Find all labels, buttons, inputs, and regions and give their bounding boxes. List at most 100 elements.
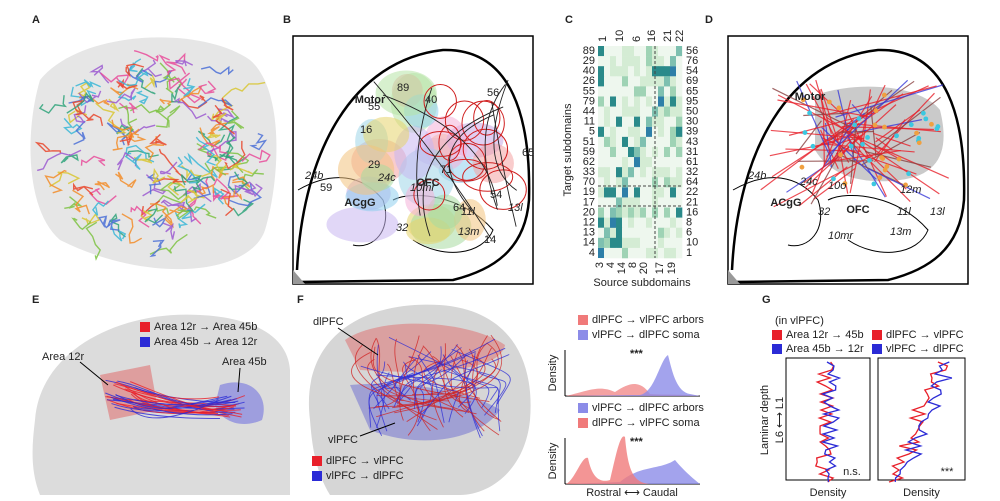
axon — [115, 394, 219, 405]
heat-cell — [604, 237, 611, 249]
neuron-trace — [167, 174, 186, 196]
soma — [826, 99, 832, 105]
neuron-trace — [85, 221, 102, 261]
legend-swatch — [312, 471, 322, 481]
heat-cell — [610, 167, 617, 178]
density-area — [566, 460, 700, 484]
area-label: 13m — [890, 226, 911, 238]
area-label: 10mr — [410, 182, 436, 194]
heat-cell — [664, 177, 671, 188]
tick-label: 22 — [674, 30, 686, 42]
neuron-trace — [198, 142, 228, 154]
neuron-trace — [38, 95, 68, 114]
axon — [370, 361, 386, 405]
heat-cell — [628, 96, 635, 107]
tick-label: 39 — [686, 126, 698, 138]
heat-cell — [616, 237, 623, 249]
panel-letter: A — [32, 14, 40, 26]
heat-cell — [646, 217, 653, 229]
axon — [421, 354, 510, 415]
neuron-trace — [144, 208, 164, 224]
neuron-trace — [142, 59, 162, 78]
heat-cell — [598, 46, 605, 57]
heat-cell — [658, 207, 665, 218]
heat-cell — [628, 116, 635, 128]
heat-cell — [610, 146, 617, 158]
soma — [856, 116, 862, 121]
panel-letter: B — [283, 14, 291, 26]
heat-cell — [664, 126, 671, 138]
axon — [367, 358, 438, 430]
tick-label: 10 — [686, 237, 698, 249]
neuron-trace — [232, 176, 251, 188]
neuron-trace — [121, 213, 143, 244]
neuron-trace — [72, 189, 90, 215]
heat-cell — [670, 157, 677, 168]
heat-cell — [622, 96, 629, 107]
heat-cell — [658, 126, 665, 138]
axon — [130, 381, 242, 418]
heat-cell — [634, 157, 640, 168]
neuron-trace — [135, 90, 149, 105]
significance: *** — [941, 466, 955, 478]
subdomain-outline — [473, 100, 501, 136]
legend-label: Area 45b → 12r — [786, 343, 864, 355]
heat-cell — [598, 116, 605, 128]
neuron-trace — [224, 140, 246, 170]
subdomain-label: 40 — [425, 94, 437, 106]
projection — [862, 89, 871, 146]
region-label: Motor — [355, 94, 386, 106]
legend-label: dlPFC → vlPFC — [326, 455, 404, 467]
axon — [457, 360, 476, 408]
heat-cell — [670, 46, 677, 57]
heat-cell — [670, 76, 677, 87]
neuron-trace — [156, 105, 181, 128]
heat-cell — [604, 157, 611, 168]
heat-cell — [658, 157, 665, 168]
frame — [727, 35, 969, 285]
tick-label: 32 — [686, 166, 698, 178]
heat-cell — [610, 207, 616, 218]
heat-cell — [664, 46, 671, 57]
soma — [935, 124, 941, 129]
tick-label: 51 — [583, 136, 595, 148]
neuron-trace — [60, 153, 79, 164]
heat-cell — [598, 217, 605, 229]
boundary — [382, 94, 498, 206]
area-label: 32 — [396, 222, 408, 234]
panel-letter: G — [762, 294, 771, 306]
heat-cell — [622, 237, 629, 249]
neuron-trace — [71, 217, 92, 231]
heat-cell — [610, 76, 617, 87]
heat-cell — [598, 136, 605, 148]
projection — [835, 149, 901, 162]
heat-cell — [628, 76, 635, 87]
heat-cell — [646, 56, 653, 67]
heat-cell — [616, 56, 623, 67]
subdomain-label: 89 — [397, 82, 409, 94]
heat-cell — [676, 66, 683, 77]
soma — [880, 156, 886, 162]
heat-cell — [622, 66, 629, 77]
region-label: OFC — [416, 177, 439, 189]
soma — [923, 116, 929, 122]
heat-cell — [610, 136, 617, 148]
neuron-trace — [92, 200, 109, 216]
projection — [849, 115, 867, 194]
heat-cell — [598, 96, 605, 107]
neuron-trace — [249, 132, 268, 151]
heat-cell — [664, 247, 671, 259]
projection — [803, 112, 850, 117]
heat-cell — [598, 197, 605, 208]
subdomain-outline — [462, 162, 514, 192]
heat-cell — [664, 237, 671, 249]
neuron-trace — [124, 153, 142, 171]
heat-cell — [628, 207, 635, 218]
neuron-trace — [207, 122, 227, 134]
heat-cell — [604, 136, 611, 148]
tick-label: 26 — [583, 75, 595, 87]
area-label: 12m — [900, 184, 921, 196]
neuron-trace — [225, 136, 236, 159]
heat-cell — [634, 237, 641, 249]
neuron-trace — [223, 189, 243, 206]
